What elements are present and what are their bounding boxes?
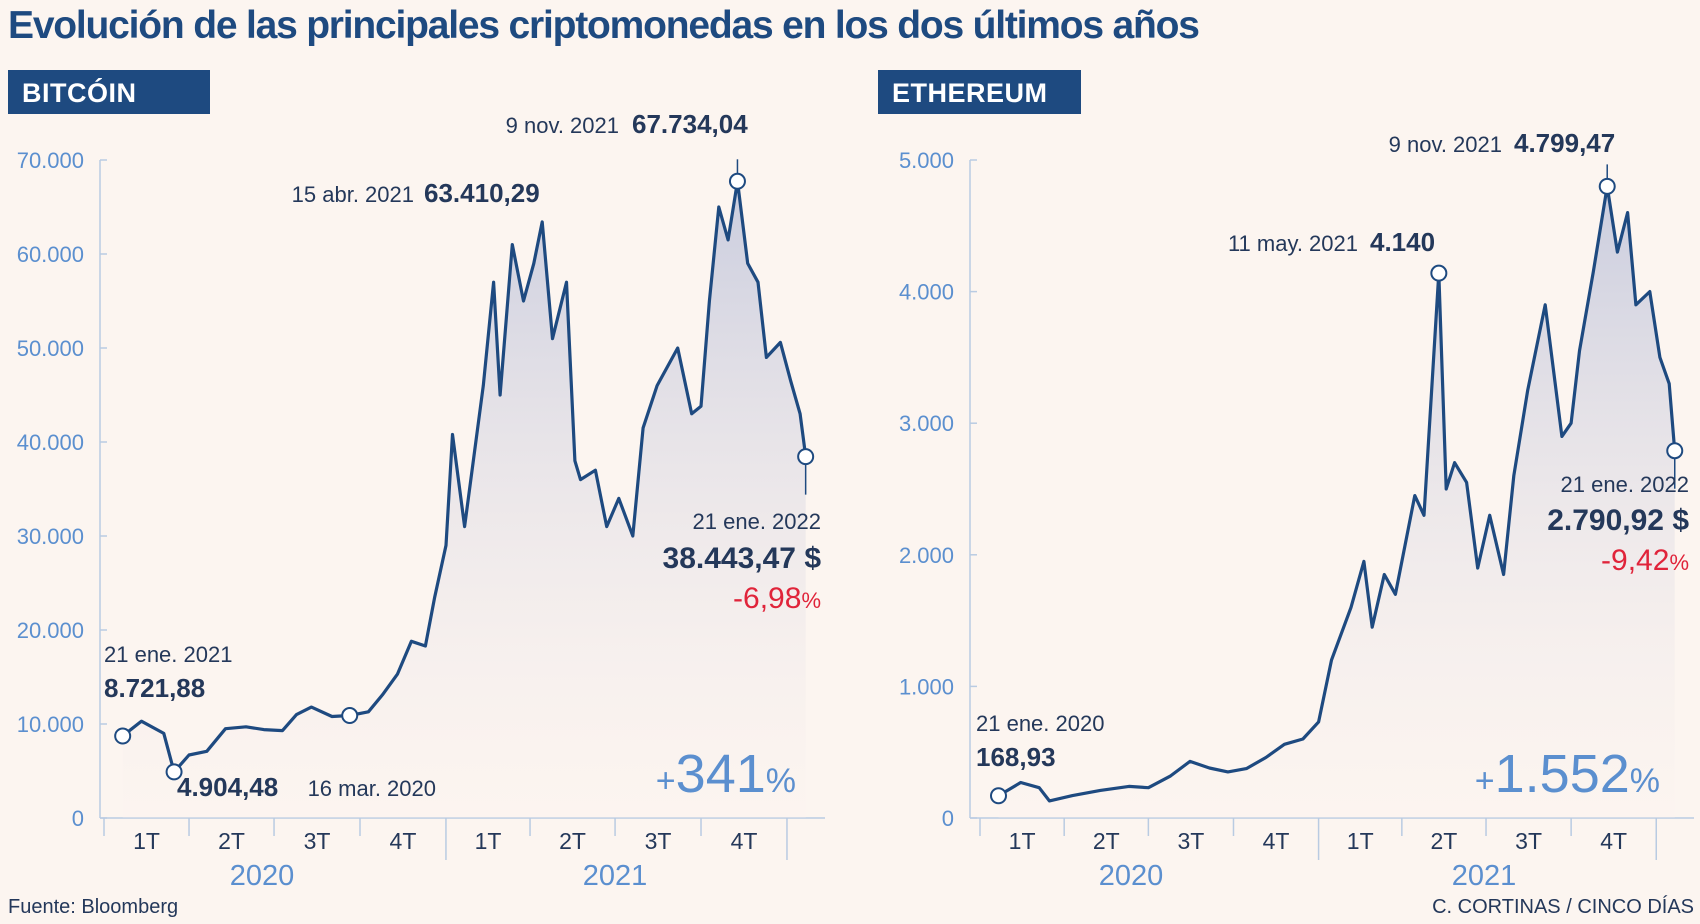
bitcoin-annotation-value: 4.904,48 [177, 772, 278, 802]
ethereum-total-change: +1.552% [1475, 744, 1660, 804]
bitcoin-total-change: +341% [656, 744, 796, 804]
ethereum-y-tick-label: 5.000 [899, 148, 954, 173]
ethereum-x-year-label: 2020 [1099, 860, 1164, 892]
ethereum-y-tick-label: 2.000 [899, 543, 954, 568]
ethereum-annotation-value: 2.790,92 $ [1547, 504, 1689, 537]
ethereum-data-point-marker [1430, 264, 1448, 282]
bitcoin-x-quarter-label: 3T [304, 828, 331, 854]
ethereum-y-tick-label: 4.000 [899, 280, 954, 305]
bitcoin-data-point-marker [165, 763, 183, 781]
bitcoin-chart: BITCÓIN 0 10.000 20.000 30.000 40.000 50.000 60… [8, 70, 825, 892]
ethereum-y-tick-label: 1.000 [899, 674, 954, 699]
bitcoin-annotation-date: 15 abr. 2021 [292, 182, 414, 207]
bitcoin-y-tick-label: 20.000 [17, 618, 84, 643]
ethereum-annotation-change-unit: % [1669, 550, 1689, 575]
bitcoin-x-quarter-label: 1T [475, 828, 502, 854]
ethereum-header-label: ETHEREUM [892, 78, 1048, 108]
bitcoin-y-tick-label: 70.000 [17, 148, 84, 173]
bitcoin-annotation-value: 63.410,29 [424, 178, 540, 208]
ethereum-annotation-value: 168,93 [976, 742, 1056, 772]
ethereum-area [998, 186, 1675, 818]
bitcoin-data-point-marker [114, 727, 132, 745]
bitcoin-annotation-change-unit: % [801, 588, 821, 613]
bitcoin-y-tick-label: 10.000 [17, 712, 84, 737]
bitcoin-x-quarter-label: 4T [731, 828, 758, 854]
bitcoin-x-year-label: 2021 [583, 860, 648, 892]
bitcoin-total-change-sign: + [656, 762, 676, 800]
bitcoin-y-tick-label: 40.000 [17, 430, 84, 455]
bitcoin-annotation-date: 21 ene. 2022 [693, 509, 821, 534]
ethereum-total-change-sign: + [1475, 762, 1495, 800]
bitcoin-annotation-value: 67.734,04 [632, 109, 748, 139]
ethereum-annotation-value: 4.140 [1370, 227, 1435, 257]
ethereum-y-tick-label: 0 [942, 806, 954, 831]
bitcoin-y-tick-label: 0 [72, 806, 84, 831]
ethereum-x-quarter-label: 3T [1178, 828, 1205, 854]
ethereum-x-quarter-label: 3T [1515, 828, 1542, 854]
ethereum-total-change-unit: % [1630, 762, 1660, 800]
bitcoin-annotation-change-value: -6,98 [733, 582, 801, 615]
ethereum-x-quarter-label: 2T [1093, 828, 1120, 854]
bitcoin-data-point-marker [341, 707, 359, 725]
bitcoin-annotation-change: -6,98% [733, 582, 821, 615]
ethereum-x-quarter-label: 4T [1263, 828, 1290, 854]
bitcoin-x-year-label: 2020 [230, 860, 295, 892]
ethereum-data-point-marker [990, 787, 1008, 805]
ethereum-x-quarter-label: 1T [1347, 828, 1374, 854]
page-title: Evolución de las principales criptomoned… [8, 4, 1200, 47]
ethereum-annotation-date: 11 may. 2021 [1228, 231, 1358, 256]
credit-note: C. CORTINAS / CINCO DÍAS [1432, 896, 1694, 918]
source-note: Fuente: Bloomberg [8, 896, 179, 918]
bitcoin-total-change-value: 341 [676, 744, 766, 804]
bitcoin-y-tick-label: 60.000 [17, 242, 84, 267]
bitcoin-y-tick-label: 30.000 [17, 524, 84, 549]
bitcoin-data-point-marker [728, 172, 746, 190]
ethereum-annotation-date: 9 nov. 2021 [1389, 132, 1502, 157]
bitcoin-annotation-value: 38.443,47 $ [663, 542, 822, 575]
ethereum-x-quarter-label: 4T [1600, 828, 1627, 854]
ethereum-chart: ETHEREUM 0 1.000 2.000 3.000 4.000 5.000 1T 2T 3T… [878, 70, 1694, 892]
ethereum-annotation-date: 21 ene. 2022 [1561, 472, 1689, 497]
bitcoin-annotation-date: 16 mar. 2020 [308, 776, 436, 801]
ethereum-y-tick-label: 3.000 [899, 411, 954, 436]
bitcoin-total-change-unit: % [766, 762, 796, 800]
bitcoin-header-box [8, 70, 210, 114]
bitcoin-x-quarter-label: 3T [645, 828, 672, 854]
ethereum-x-quarter-label: 1T [1009, 828, 1036, 854]
ethereum-total-change-value: 1.552 [1495, 744, 1630, 804]
bitcoin-data-point-marker [797, 448, 815, 466]
bitcoin-annotation-value: 8.721,88 [104, 673, 205, 703]
bitcoin-header-label: BITCÓIN [22, 77, 137, 108]
bitcoin-x-quarter-label: 1T [133, 828, 160, 854]
ethereum-x-year-label: 2021 [1452, 860, 1517, 892]
bitcoin-y-tick-label: 50.000 [17, 336, 84, 361]
bitcoin-series-line [121, 179, 808, 774]
ethereum-annotation-value: 4.799,47 [1514, 128, 1615, 158]
ethereum-data-point-marker [1598, 177, 1616, 195]
ethereum-annotation-date: 21 ene. 2020 [976, 711, 1104, 736]
bitcoin-annotation-date: 21 ene. 2021 [104, 642, 232, 667]
ethereum-series-line [997, 184, 1677, 803]
bitcoin-x-quarter-label: 2T [559, 828, 586, 854]
ethereum-header-box [878, 70, 1081, 114]
ethereum-x-quarter-label: 2T [1431, 828, 1458, 854]
bitcoin-x-quarter-label: 2T [218, 828, 245, 854]
ethereum-data-point-marker [1666, 442, 1684, 460]
ethereum-annotation-change-value: -9,42 [1601, 544, 1669, 577]
ethereum-annotation-change: -9,42% [1601, 544, 1689, 577]
bitcoin-annotation-date: 9 nov. 2021 [506, 113, 619, 138]
bitcoin-area [122, 181, 806, 819]
bitcoin-x-quarter-label: 4T [390, 828, 417, 854]
